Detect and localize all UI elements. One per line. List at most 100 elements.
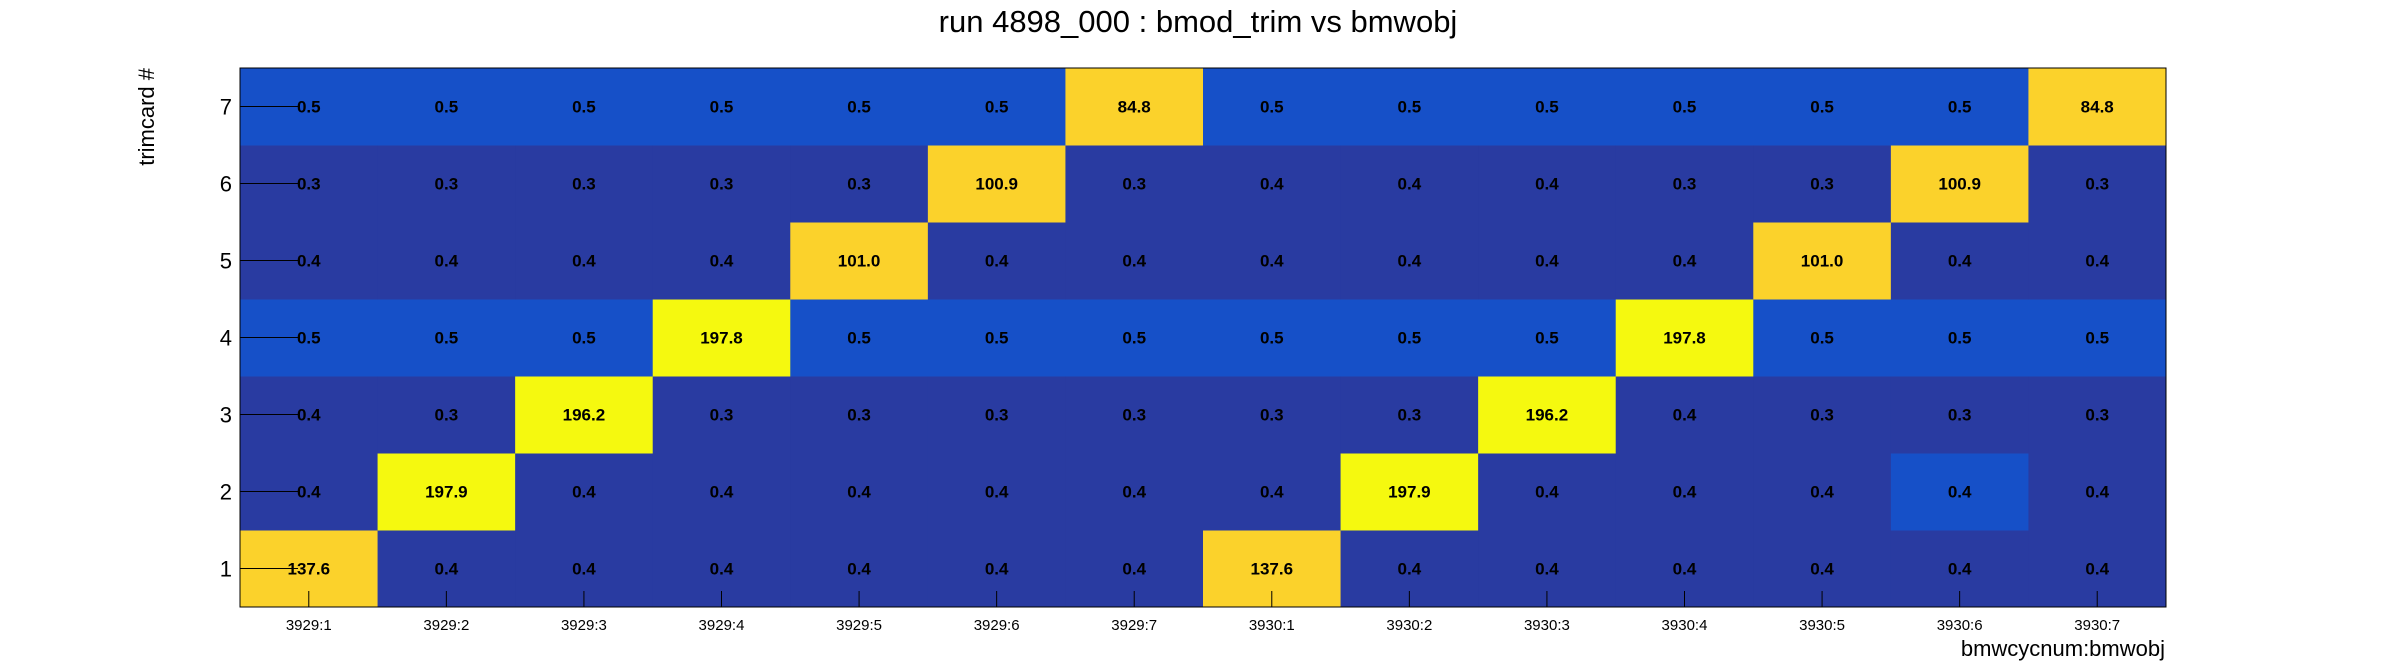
- y-tick-label: 5: [220, 249, 232, 274]
- cell-value-label: 0.5: [572, 329, 596, 348]
- cell-value-label: 0.4: [572, 483, 596, 502]
- cell-value-label: 0.5: [1398, 98, 1422, 117]
- x-tick-label: 3930:7: [2074, 617, 2120, 634]
- cell-value-label: 0.5: [985, 329, 1009, 348]
- cell-value-label: 0.5: [1673, 98, 1697, 117]
- cell-value-label: 0.5: [847, 98, 871, 117]
- heatmap-cell: [1340, 376, 1479, 454]
- heatmap-cell: [652, 376, 791, 454]
- x-axis-title: bmwcycnum:bmwobj: [1961, 636, 2165, 661]
- x-tick-label: 3930:5: [1799, 617, 1845, 634]
- cell-value-label: 197.8: [700, 329, 743, 348]
- x-tick-label: 3930:4: [1662, 617, 1708, 634]
- cell-value-label: 0.3: [1122, 406, 1146, 425]
- plot-frame: [239, 67, 2167, 608]
- heatmap-cell: [515, 376, 654, 454]
- cell-value-label: 0.4: [1535, 175, 1559, 194]
- cell-value-label: 0.4: [1673, 252, 1697, 271]
- cell-value-label: 0.5: [1260, 329, 1284, 348]
- heatmap-cell: [927, 453, 1066, 531]
- heatmap-cell: [1065, 453, 1204, 531]
- cell-value-label: 0.3: [435, 406, 459, 425]
- heatmap-cell: [652, 68, 791, 146]
- cell-value-label: 0.3: [2085, 406, 2109, 425]
- heatmap-cell: [515, 299, 654, 377]
- cell-value-label: 0.5: [1398, 329, 1422, 348]
- heatmap-cell: [1753, 299, 1892, 377]
- cell-value-label: 100.9: [1938, 175, 1981, 194]
- cell-value-label: 0.5: [435, 329, 459, 348]
- cell-value-label: 0.4: [1810, 560, 1834, 579]
- heatmap-cell: [515, 145, 654, 223]
- heatmap-cell: [2028, 299, 2167, 377]
- heatmap-cell: [1203, 299, 1342, 377]
- heatmap-cell: [1065, 145, 1204, 223]
- cell-value-label: 0.3: [2085, 175, 2109, 194]
- cell-value-label: 0.5: [297, 329, 321, 348]
- x-tick-label: 3929:4: [699, 617, 745, 634]
- y-tick-label: 2: [220, 480, 232, 505]
- cell-value-label: 0.4: [1398, 252, 1422, 271]
- heatmap-cell: [1478, 222, 1617, 300]
- heatmap-cell: [1203, 222, 1342, 300]
- cell-value-label: 197.9: [425, 483, 468, 502]
- cell-value-label: 0.4: [1948, 483, 1972, 502]
- cell-value-label: 0.4: [1535, 483, 1559, 502]
- cell-value-label: 0.4: [1260, 175, 1284, 194]
- cell-value-label: 0.3: [710, 406, 734, 425]
- heatmap-cell: [1890, 145, 2029, 223]
- x-tick-label: 3929:7: [1111, 617, 1157, 634]
- cell-value-label: 0.3: [1810, 406, 1834, 425]
- heatmap-cell: [377, 222, 516, 300]
- cell-value-label: 0.4: [1122, 252, 1146, 271]
- heatmap-cell: [377, 376, 516, 454]
- heatmap-cell: [790, 222, 929, 300]
- heatmap-cell: [927, 299, 1066, 377]
- heatmap-cell: [1065, 299, 1204, 377]
- heatmap-cell: [790, 376, 929, 454]
- heatmap-cell: [652, 453, 791, 531]
- cell-value-label: 0.5: [435, 98, 459, 117]
- cell-value-label: 0.3: [985, 406, 1009, 425]
- heatmap-cell: [1753, 453, 1892, 531]
- heatmap-cell: [1615, 145, 1754, 223]
- heatmap-cell: [1478, 376, 1617, 454]
- heatmap-cell: [1615, 222, 1754, 300]
- cell-value-label: 0.4: [1260, 252, 1284, 271]
- cell-value-label: 0.3: [1810, 175, 1834, 194]
- heatmap-cell: [1203, 68, 1342, 146]
- cell-value-label: 0.4: [1535, 560, 1559, 579]
- heatmap-cell: [1753, 145, 1892, 223]
- cell-value-label: 0.4: [710, 483, 734, 502]
- cell-value-label: 0.4: [2085, 483, 2109, 502]
- heatmap-cell: [2028, 453, 2167, 531]
- y-axis-title: trimcard #: [134, 67, 159, 166]
- cell-value-label: 0.4: [1122, 560, 1146, 579]
- cell-value-label: 0.5: [985, 98, 1009, 117]
- x-tick-label: 3929:1: [286, 617, 332, 634]
- cell-value-label: 0.5: [297, 98, 321, 117]
- heatmap-cell: [2028, 376, 2167, 454]
- cell-value-label: 0.4: [1673, 560, 1697, 579]
- cell-value-label: 0.5: [847, 329, 871, 348]
- heatmap-cell: [927, 222, 1066, 300]
- cell-value-label: 0.4: [1398, 175, 1422, 194]
- cell-value-label: 0.5: [1535, 329, 1559, 348]
- heatmap-cell: [515, 68, 654, 146]
- heatmap-cell: [927, 68, 1066, 146]
- heatmap-cell: [1890, 299, 2029, 377]
- heatmap-cell: [1340, 222, 1479, 300]
- heatmap-cell: [1478, 299, 1617, 377]
- cell-value-label: 196.2: [1526, 406, 1569, 425]
- heatmap-cell: [927, 376, 1066, 454]
- y-tick-label: 6: [220, 172, 232, 197]
- heatmap-cell: [1065, 68, 1204, 146]
- cell-value-label: 101.0: [1801, 252, 1844, 271]
- cell-value-label: 0.4: [985, 483, 1009, 502]
- cell-value-label: 0.3: [1948, 406, 1972, 425]
- heatmap-cell: [927, 145, 1066, 223]
- heatmap-cell: [1340, 68, 1479, 146]
- heatmap-cell: [1478, 145, 1617, 223]
- cell-value-label: 197.9: [1388, 483, 1431, 502]
